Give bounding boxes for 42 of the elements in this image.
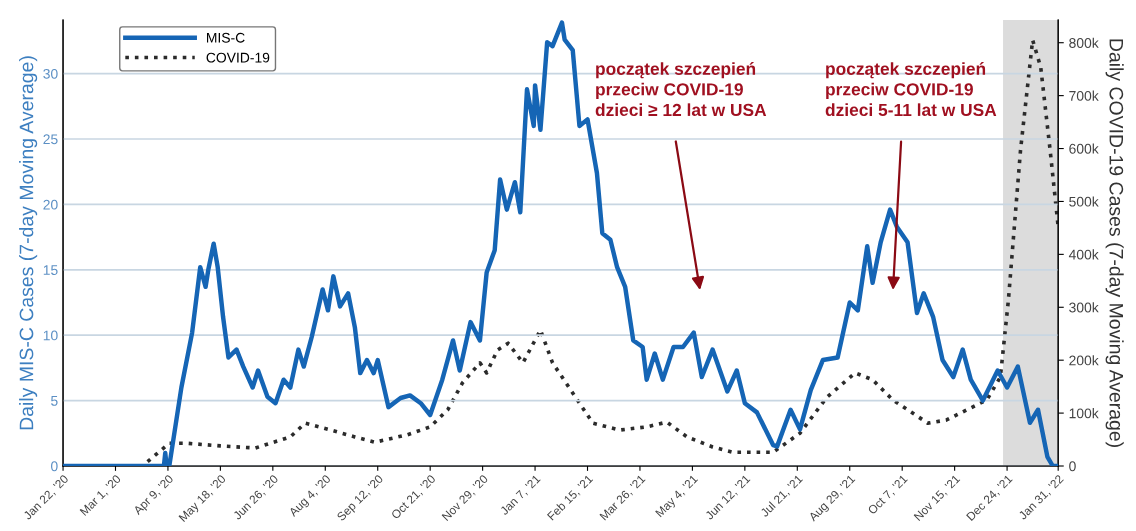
- y2-tick-label: 200k: [1069, 355, 1099, 366]
- y2-tick-label: 400k: [1068, 249, 1099, 260]
- y-tick-label: 0: [51, 461, 58, 472]
- x-tick-label: Feb 15, '21: [546, 474, 595, 522]
- y-tick-label: 25: [43, 134, 58, 145]
- x-tick-label: Dec 24, '21: [966, 474, 1014, 523]
- x-tick-label: Jan 22, '20: [22, 474, 70, 522]
- y2-tick-label: 800k: [1069, 37, 1099, 48]
- x-tick-label: May 4, '21: [655, 474, 700, 519]
- x-tick-label: Jun 26, '20: [232, 474, 280, 522]
- x-tick-label: Oct 7, '21: [867, 474, 909, 516]
- y-tick-label: 20: [43, 199, 58, 210]
- y2-axis-title: Daily COVID-19 Cases (7-day Moving Average): [1105, 39, 1124, 447]
- x-tick-label: Jul 21, '21: [759, 474, 805, 519]
- x-tick-label: Apr 9, '20: [132, 474, 176, 517]
- x-tick-label: Jun 12, '21: [704, 474, 752, 522]
- x-tick-label: Mar 26, '21: [599, 474, 647, 522]
- x-tick-label: Sep 12, '20: [336, 474, 386, 524]
- x-tick-label: Oct 21, '20: [390, 474, 437, 521]
- legend-label: MIS-C: [207, 32, 245, 43]
- x-tick-label: Mar 1, '20: [79, 474, 123, 517]
- y-axis-title: Daily MIS-C Cases (7-day Moving Average): [19, 56, 38, 430]
- x-tick-label: Nov 29, '20: [441, 474, 490, 523]
- y2-tick-label: 700k: [1069, 90, 1099, 101]
- annotation: początek szczepień przeciw COVID-19 dzieci 5-11 lat w USA: [825, 62, 997, 117]
- y2-tick-label: 0: [1069, 461, 1076, 472]
- y2-tick-label: 100k: [1069, 408, 1099, 419]
- x-tick-label: Aug 4, '20: [288, 474, 333, 519]
- legend-label: COVID-19: [206, 52, 270, 63]
- y-tick-label: 30: [43, 68, 58, 79]
- x-tick-label: Nov 15, '21: [913, 474, 962, 523]
- x-tick-label: May 18, '20: [178, 474, 228, 524]
- y-tick-label: 10: [43, 330, 58, 341]
- y2-tick-label: 600k: [1069, 143, 1099, 154]
- x-tick-label: Aug 29, '21: [808, 474, 858, 524]
- x-tick-label: Jan 7, '21: [499, 474, 542, 517]
- y-tick-label: 5: [51, 396, 58, 406]
- y-tick-label: 15: [43, 265, 58, 275]
- x-tick-label: Jan 31, '22: [1017, 474, 1065, 522]
- y2-tick-label: 500k: [1069, 196, 1099, 207]
- annotation: początek szczepień przeciw COVID-19 dzieci ≥ 12 lat w USA: [595, 62, 767, 117]
- y2-tick-label: 300k: [1069, 302, 1099, 313]
